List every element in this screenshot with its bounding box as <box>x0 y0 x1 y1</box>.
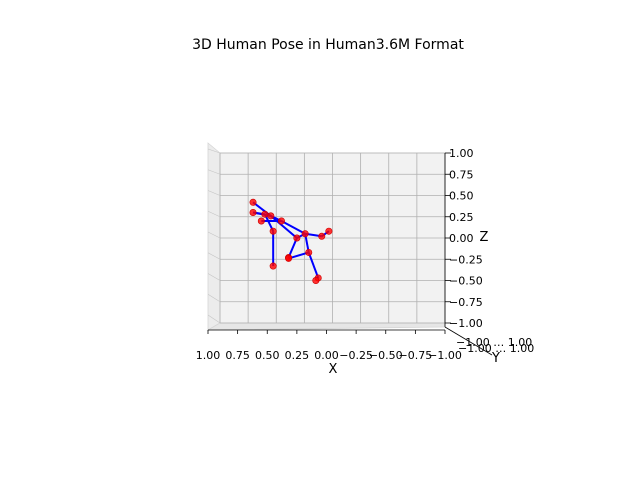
skeleton-joint <box>293 234 301 242</box>
z-tick-label: 0.00 <box>449 232 474 245</box>
z-axis-label: Z <box>480 230 489 245</box>
y-axis-label: Y <box>491 351 500 366</box>
grid-lines <box>207 148 446 324</box>
skeleton-bone <box>287 237 298 258</box>
skeleton-joint <box>257 217 265 225</box>
skeleton-bone <box>280 220 306 235</box>
x-axis-label: X <box>329 362 338 377</box>
z-tick-label: 0.75 <box>449 168 474 181</box>
z-tick-label: −0.75 <box>449 296 483 309</box>
z-tick-labels: 1.00 0.75 0.50 0.25 0.00 −0.25 −0.50 −0.75 −1.00 <box>445 147 483 330</box>
y-tick-cluster-2: −1.00 … 1.00 <box>458 342 534 355</box>
grid-side-line <box>207 169 221 175</box>
x-tick-labels: 1.00 0.75 0.50 0.25 0.00 −0.25−0.50−0.75−1.00 <box>196 330 462 362</box>
z-tick-label: −0.25 <box>449 253 483 266</box>
grid-side-line <box>207 252 221 260</box>
x-tick-label: 0.00 <box>314 349 339 362</box>
grid-side-line <box>207 293 221 303</box>
grid-side-line <box>207 148 221 154</box>
x-tick-label: −1.00 <box>428 349 462 362</box>
x-tick-label: −0.75 <box>399 349 433 362</box>
grid-side-line <box>207 210 221 218</box>
x-tick-label: 0.50 <box>255 349 280 362</box>
x-tick-label: −0.25 <box>339 349 373 362</box>
skeleton-joint <box>267 212 275 220</box>
x-tick-label: −0.50 <box>369 349 403 362</box>
skeleton-joint <box>318 232 326 240</box>
grid-side-line <box>207 273 221 281</box>
skeleton-joint <box>285 254 293 262</box>
skeleton-bone <box>307 252 320 279</box>
x-tick-label: 1.00 <box>196 349 221 362</box>
skeleton-joint <box>312 276 320 284</box>
x-tick-label: 0.75 <box>225 349 250 362</box>
z-tick-label: 0.50 <box>449 190 474 203</box>
skeleton-bone <box>270 215 298 239</box>
z-tick-label: 1.00 <box>449 147 474 160</box>
chart-title: 3D Human Pose in Human3.6M Format <box>192 37 464 53</box>
skeleton-joint <box>249 209 257 217</box>
skeleton-joint <box>269 262 277 270</box>
y-tick-cluster-1: −1.00 … 1.00 <box>456 336 532 349</box>
skeleton-joint <box>249 198 257 206</box>
skeleton-joints <box>249 198 333 284</box>
grid-side-line <box>207 190 221 196</box>
grid-side-line <box>207 231 221 239</box>
x-tick-label: 0.25 <box>285 349 310 362</box>
skeleton-joint <box>305 248 313 256</box>
y-tick-labels: −1.00 … 1.00 −1.00 … 1.00 <box>456 336 534 355</box>
skeleton-joint <box>301 230 309 238</box>
grid-side-line <box>207 314 221 324</box>
skeleton-joint <box>261 210 269 218</box>
skeleton-joint <box>277 217 285 225</box>
skeleton-joint <box>325 227 333 235</box>
skeleton-joint <box>269 227 277 235</box>
z-tick-label: −0.50 <box>449 275 483 288</box>
z-tick-label: 0.25 <box>449 211 474 224</box>
z-tick-label: −1.00 <box>449 317 483 330</box>
